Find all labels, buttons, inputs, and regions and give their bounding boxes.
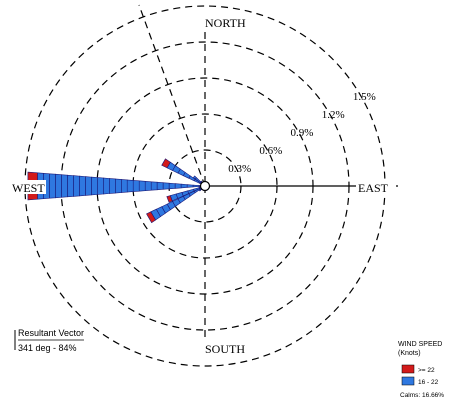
- petal-0-low-14: [115, 178, 122, 194]
- ring-label-2: 0.6%: [259, 145, 282, 157]
- resultant-vector-title: Resultant Vector: [18, 328, 84, 338]
- direction-label-south: SOUTH: [205, 342, 245, 356]
- petal-0-low-16: [103, 177, 110, 195]
- east-label-bg: [356, 180, 396, 194]
- direction-label-east: EAST: [358, 181, 389, 195]
- petals-group: [27, 158, 211, 224]
- ring-label-3: 0.9%: [291, 127, 314, 139]
- petal-0-low-3: [180, 183, 188, 189]
- legend-calms: Calms: 16.66%: [400, 392, 444, 399]
- petal-0-low-12: [126, 179, 134, 193]
- south-label-bg: [200, 340, 256, 356]
- petal-0-low-20: [79, 175, 86, 197]
- petal-0-low-1: [192, 184, 200, 188]
- petal-0-low-8: [150, 181, 158, 191]
- ring-labels-group: 0.3% 0.6% 0.9% 1.2% 1.5%: [228, 91, 376, 175]
- direction-label-north: NORTH: [205, 16, 246, 30]
- petal-0-low-15: [109, 178, 116, 194]
- petal-4-low-1: [198, 189, 202, 192]
- petal-0-low-6: [162, 182, 170, 190]
- legend-label-high: >= 22: [418, 367, 435, 374]
- petal-0-low-11: [132, 180, 140, 192]
- petal-0-low-18: [91, 176, 98, 196]
- petal-0-low-5: [168, 182, 176, 190]
- petal-6-low-2: [192, 175, 197, 180]
- legend-swatch-high: [401, 364, 415, 374]
- ring-label-1: 0.3%: [228, 163, 251, 175]
- petal-0-low-17: [97, 177, 104, 195]
- ring-label-4: 1.2%: [322, 109, 345, 121]
- petal-0-low-25: [49, 173, 56, 199]
- center-hub: [199, 180, 211, 192]
- legend-units: (Knots): [398, 350, 421, 357]
- legend-title: WIND SPEED: [398, 341, 442, 348]
- petal-0-low-19: [85, 176, 92, 196]
- petal-0-low-4: [174, 183, 182, 189]
- legend-label-low: 16 - 22: [418, 379, 439, 386]
- petal-3-high: [146, 211, 157, 224]
- north-label-bg: [200, 14, 252, 30]
- petal-0-low-21: [73, 175, 80, 197]
- resultant-vector-value: 341 deg - 84%: [18, 343, 77, 353]
- petal-0-low-23: [61, 174, 68, 198]
- ring-label-5: 1.5%: [353, 91, 376, 103]
- petal-0-low-22: [67, 174, 74, 198]
- legend-swatch-low: [401, 376, 415, 386]
- west-label-bg: [10, 180, 46, 194]
- petal-2-high: [166, 195, 173, 203]
- petal-0-low-9: [144, 180, 152, 192]
- petal-5-high: [161, 158, 171, 169]
- direction-label-west: WEST: [12, 181, 45, 195]
- petal-0-low-7: [156, 181, 164, 191]
- petal-0-low-10: [138, 180, 146, 192]
- petal-0-low-13: [121, 179, 128, 193]
- petal-0-low-2: [186, 184, 194, 188]
- petal-0-low-24: [55, 173, 62, 199]
- resultant-vector-line: [138, 4, 206, 187]
